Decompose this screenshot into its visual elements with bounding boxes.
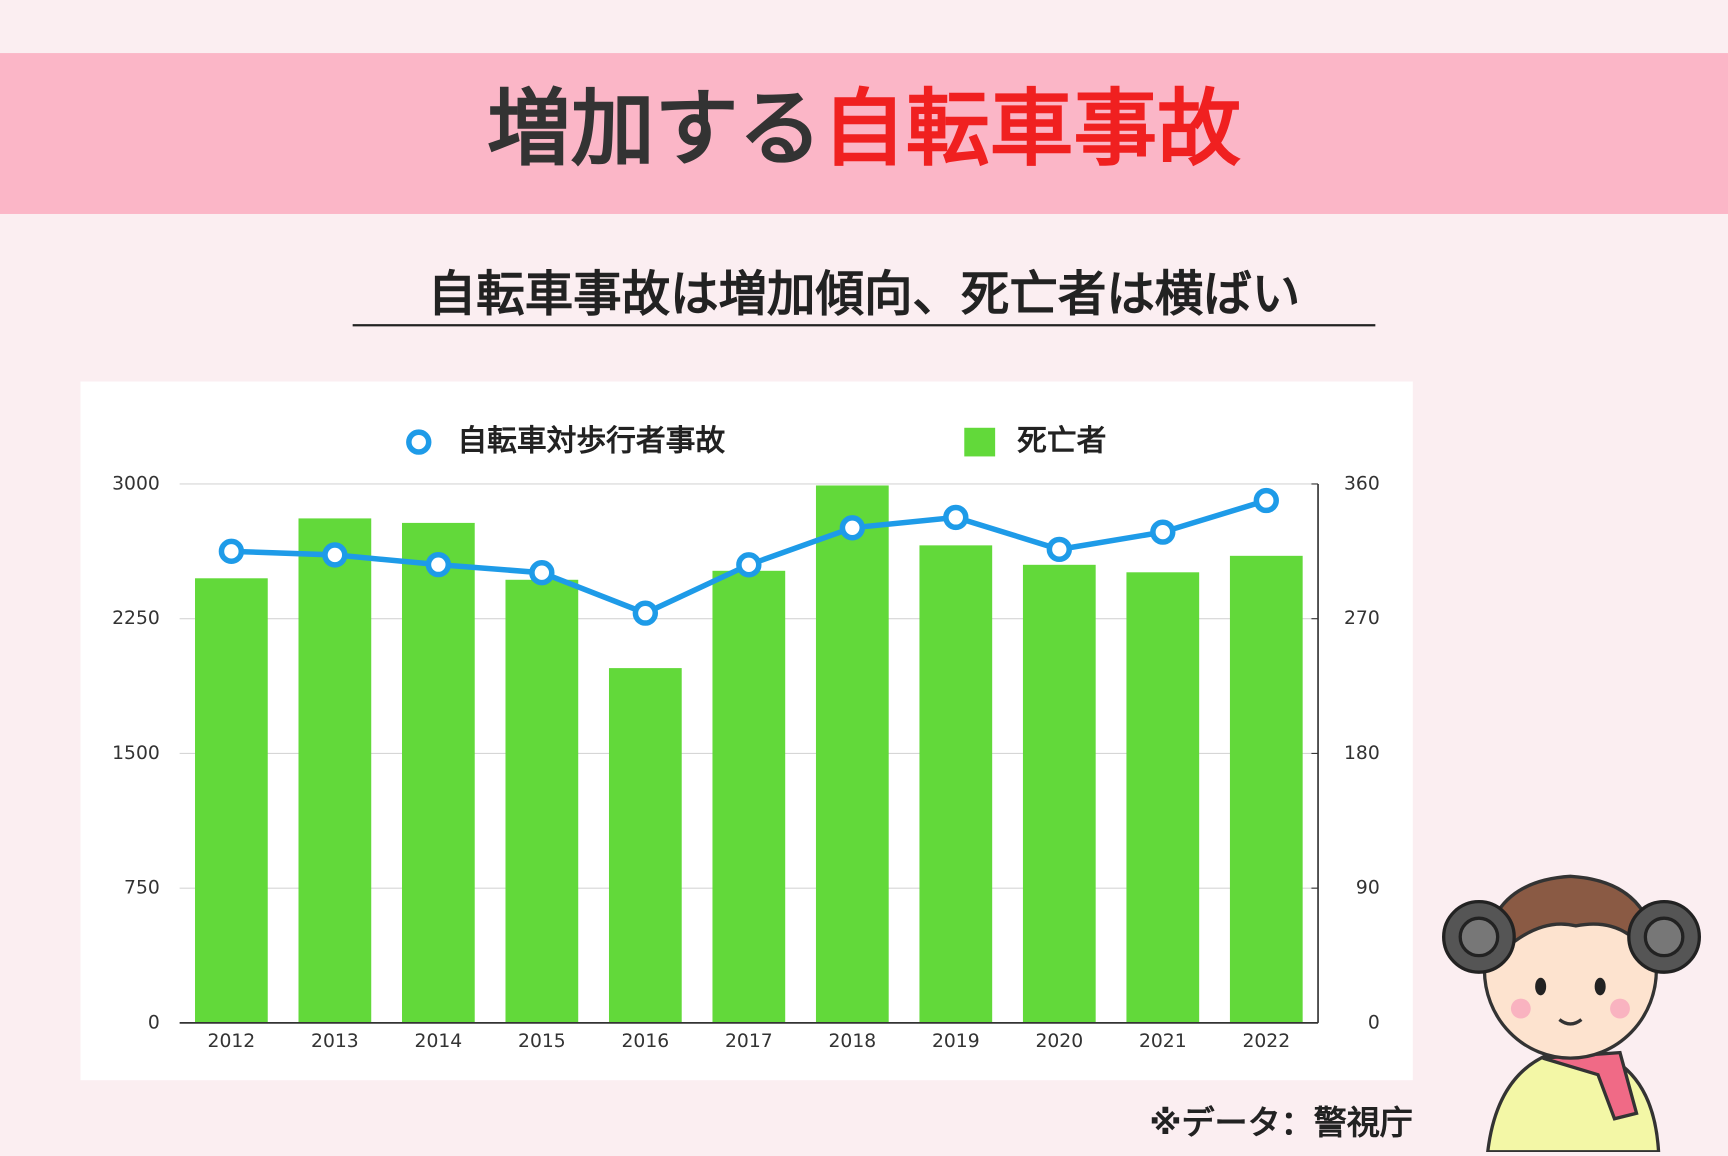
y-tick-label: 1500 — [112, 743, 160, 764]
line-point — [1253, 487, 1279, 514]
y-tick-label: 3000 — [112, 473, 160, 494]
line-point — [943, 504, 969, 531]
legend-label: 死亡者 — [1017, 424, 1106, 459]
character-bun-inner — [1643, 916, 1685, 958]
line-point — [425, 551, 452, 578]
bar — [1022, 564, 1096, 1023]
legend-label: 自転車対歩行者事故 — [457, 424, 725, 459]
y2-tick-label: 360 — [1344, 473, 1380, 494]
y2-tick-label: 0 — [1368, 1012, 1380, 1033]
bar — [1229, 555, 1303, 1023]
x-tick-label: 2018 — [829, 1031, 877, 1052]
character-mouth — [1558, 1018, 1583, 1026]
legend-swatch — [964, 427, 996, 457]
character-eye — [1535, 977, 1547, 996]
line-point — [1046, 536, 1072, 563]
bar — [919, 545, 993, 1023]
x-tick-label: 2017 — [725, 1031, 773, 1052]
chart: 0 750 1500 2250 3000 0 90 180 270 360 2012 2013 2014… — [112, 424, 1380, 1053]
y-tick-label: 2250 — [112, 608, 160, 629]
line-point — [736, 552, 762, 578]
x-tick-label: 2020 — [1035, 1031, 1083, 1052]
x-tick-label: 2019 — [932, 1031, 980, 1052]
line-point — [632, 600, 659, 626]
character-cheek — [1510, 998, 1531, 1019]
x-tick-label: 2013 — [311, 1031, 359, 1052]
y2-tick-label: 270 — [1344, 608, 1380, 629]
y2-tick-label: 180 — [1344, 743, 1380, 764]
line-point — [322, 542, 348, 568]
character-bun-inner — [1458, 916, 1500, 958]
page-title: 増加する自転車事故 — [487, 80, 1241, 178]
legend-swatch — [406, 429, 432, 455]
x-tick-label: 2014 — [415, 1031, 463, 1052]
x-tick-label: 2022 — [1242, 1031, 1290, 1052]
source-note: ※データ：警視庁 — [1149, 1103, 1412, 1142]
character-scarf — [1542, 1050, 1639, 1121]
line-point — [839, 515, 866, 541]
bar — [815, 485, 889, 1023]
bar — [298, 518, 372, 1023]
x-tick-label: 2015 — [518, 1031, 566, 1052]
y2-tick-label: 90 — [1356, 878, 1380, 899]
character-eye — [1594, 977, 1606, 996]
x-tick-label: 2016 — [622, 1031, 670, 1052]
bar — [1126, 572, 1200, 1023]
x-tick-label: 2021 — [1139, 1031, 1187, 1052]
y-tick-label: 750 — [124, 878, 160, 899]
bar — [195, 578, 268, 1023]
y-tick-label: 0 — [148, 1012, 160, 1033]
bar — [712, 570, 786, 1023]
title-main: 増加する — [487, 80, 822, 178]
bar — [608, 668, 682, 1023]
x-tick-label: 2012 — [208, 1031, 256, 1052]
bar — [401, 522, 475, 1023]
character-illustration — [1442, 874, 1701, 1154]
subtitle: 自転車事故は増加傾向、死亡者は横ばい — [428, 267, 1300, 323]
line-point — [1150, 519, 1176, 545]
title-highlight: 自転車事故 — [822, 80, 1241, 178]
line-point — [529, 560, 555, 586]
line-point — [218, 538, 245, 565]
bar — [505, 579, 579, 1023]
character-cheek — [1610, 998, 1630, 1019]
title-band — [0, 53, 1728, 214]
